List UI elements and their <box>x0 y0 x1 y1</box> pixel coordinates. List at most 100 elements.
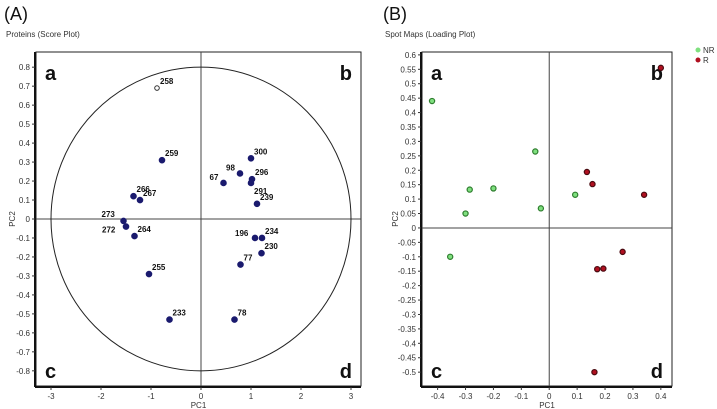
y-tick-label: -0.2 <box>16 253 30 262</box>
data-point-r <box>589 180 596 188</box>
data-point-nr <box>532 148 539 155</box>
point-label: 77 <box>244 254 253 263</box>
y-tick-label: 0.5 <box>19 120 31 129</box>
y-tick-label: 0.25 <box>400 152 416 161</box>
data-point-r <box>591 368 598 376</box>
y-tick-label: 0.6 <box>19 101 31 110</box>
legend-marker-nr <box>695 47 701 53</box>
legend-label-nr: NR <box>703 46 715 55</box>
x-tick-label: -1 <box>147 392 155 401</box>
data-point <box>247 154 255 162</box>
x-tick-label: 2 <box>299 392 304 401</box>
x-tick-label: -3 <box>47 392 55 401</box>
y-tick-label: -0.15 <box>398 267 417 276</box>
chart-loading-plot: (B) Spot Maps (Loading Plot) -0.4 -0.3 -0.2 -… <box>383 4 715 409</box>
data-point-r <box>583 168 591 176</box>
point-label: 300 <box>254 147 268 156</box>
x-tick-label: 0.3 <box>627 392 639 401</box>
data-point <box>251 234 259 242</box>
panel-label: (A) <box>4 4 28 24</box>
x-tick-label: -0.3 <box>459 392 473 401</box>
x-tick-label: -2 <box>97 392 105 401</box>
y-tick-label: -0.8 <box>16 367 30 376</box>
point-label: 273 <box>102 210 116 219</box>
data-point-nr <box>490 185 497 192</box>
point-label: 67 <box>210 173 219 182</box>
point-label: 291 <box>254 187 268 196</box>
point-label: 230 <box>265 242 279 251</box>
y-tick-label: -0.1 <box>16 234 30 243</box>
data-point <box>130 192 137 200</box>
data-point <box>136 196 144 204</box>
y-tick-label: 0.7 <box>19 82 31 91</box>
data-point <box>258 249 265 257</box>
x-tick-label: 3 <box>349 392 354 401</box>
point-label: 264 <box>138 225 152 234</box>
data-point <box>258 234 266 242</box>
y-tick-label: -0.5 <box>16 310 30 319</box>
y-tick-label: 0 <box>412 224 417 233</box>
point-label: 255 <box>152 263 166 272</box>
legend-label-r: R <box>703 56 709 65</box>
y-tick-label: -0.3 <box>402 310 416 319</box>
point-label: 272 <box>102 226 116 235</box>
quadrant-label-d: d <box>651 361 663 383</box>
data-point-r <box>657 64 665 72</box>
x-axis-label: PC1 <box>191 401 207 409</box>
chart-score-plot: (A) Proteins (Score Plot) -3 -2 -1 0 1 2 3 0.8 0.7… <box>4 4 362 409</box>
y-tick-label: 0.3 <box>19 158 31 167</box>
y-tick-label: 0.3 <box>405 137 417 146</box>
data-point <box>131 232 138 240</box>
y-tick-label: -0.7 <box>16 348 30 357</box>
point-label: 296 <box>255 168 269 177</box>
x-tick-label: 0 <box>199 392 204 401</box>
data-point <box>253 200 261 208</box>
data-point <box>145 270 153 278</box>
y-tick-label: 0.05 <box>400 210 416 219</box>
y-tick-label: 0.1 <box>405 195 417 204</box>
x-tick-label: -0.1 <box>514 392 528 401</box>
point-label: 233 <box>173 309 187 318</box>
y-tick-label: -0.35 <box>398 325 417 334</box>
y-tick-label: 0.6 <box>405 51 417 60</box>
y-tick-label: -0.1 <box>402 253 416 262</box>
y-tick-label: 0.4 <box>405 109 417 118</box>
point-label: 266 <box>137 185 151 194</box>
panel-label: (B) <box>383 4 407 24</box>
y-tick-label: 0.35 <box>400 123 416 132</box>
point-label: 196 <box>235 229 249 238</box>
y-tick-label: -0.5 <box>402 368 416 377</box>
data-point-r <box>600 265 607 272</box>
data-point-nr <box>537 205 545 212</box>
chart-title: Proteins (Score Plot) <box>6 30 80 39</box>
data-point <box>247 179 255 187</box>
chart-title: Spot Maps (Loading Plot) <box>385 30 476 39</box>
data-point <box>122 223 130 230</box>
x-tick-label: 0.2 <box>599 392 611 401</box>
data-point <box>231 316 238 323</box>
y-tick-label: -0.25 <box>398 296 417 305</box>
y-tick-label: -0.45 <box>398 354 417 363</box>
legend-marker-r <box>695 57 701 63</box>
y-tick-label: 0.5 <box>405 80 417 89</box>
y-tick-label: 0.55 <box>400 65 416 74</box>
y-axis-label: PC2 <box>391 211 400 227</box>
x-axis-label: PC1 <box>539 401 555 409</box>
data-point-nr <box>446 253 454 260</box>
point-label: 267 <box>143 189 157 198</box>
data-point <box>236 170 244 177</box>
y-tick-label: -0.4 <box>16 291 30 300</box>
data-point-nr <box>466 186 473 193</box>
point-label: 259 <box>165 149 179 158</box>
x-tick-label: 0 <box>547 392 552 401</box>
quadrant-label-d: d <box>340 361 352 383</box>
y-axis-label: PC2 <box>8 211 17 227</box>
data-point <box>237 261 244 268</box>
data-point-nr <box>428 97 436 105</box>
quadrant-label-a: a <box>431 63 443 85</box>
y-tick-label: 0.2 <box>19 177 31 186</box>
y-tick-label: 0.1 <box>19 196 31 205</box>
y-tick-label: -0.4 <box>402 339 416 348</box>
y-tick-label: 0.4 <box>19 139 31 148</box>
